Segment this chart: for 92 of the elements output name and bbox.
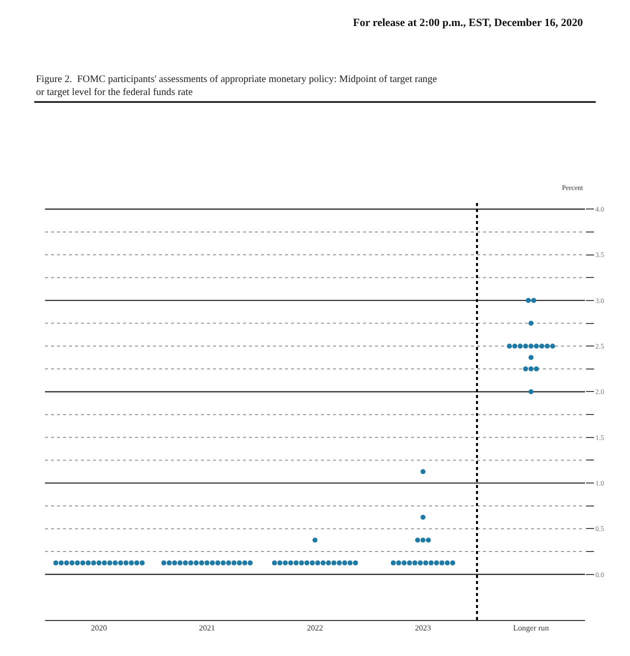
point [326,560,331,566]
point [506,344,512,349]
point [528,389,534,394]
point [215,560,220,566]
point [188,560,194,566]
point [161,560,166,566]
point [534,344,539,349]
point [80,560,86,566]
point [439,560,444,566]
point [396,560,402,566]
point [248,560,253,566]
text: For release at 2:00 p.m., EST, December 16, 2020 [353,17,584,29]
point [390,560,396,566]
point [172,560,178,566]
point [426,538,431,543]
point [242,560,248,566]
point [226,560,232,566]
point [544,344,550,349]
x-tick-label: 2022 [307,624,323,633]
point [420,469,426,474]
x-tick-label: 2020 [91,624,107,633]
point [412,560,418,566]
point [531,298,536,303]
point [423,560,428,566]
point [320,560,326,566]
point [182,560,188,566]
point [342,560,348,566]
point [178,560,182,566]
point [107,560,112,566]
point [428,560,434,566]
point [96,560,102,566]
point [315,560,320,566]
point [166,560,172,566]
point [102,560,107,566]
point [194,560,199,566]
point [220,560,226,566]
point [528,355,534,360]
point [528,344,534,349]
point [53,560,58,566]
point [310,560,315,566]
point [523,366,528,372]
point [277,560,282,566]
point [74,560,80,566]
point [336,560,342,566]
point [86,560,91,566]
point [418,560,423,566]
point [272,560,277,566]
point [124,560,128,566]
point [539,344,544,349]
point [128,560,134,566]
point [70,560,74,566]
point [512,344,518,349]
x-tick-label: 2023 [415,624,431,633]
point [420,514,426,520]
x-tick-label: 2021 [199,624,215,633]
point [415,538,420,543]
point [534,366,539,372]
point [91,560,96,566]
point [134,560,140,566]
point [407,560,412,566]
chart-title: Figure 2. FOMC participants' assessments of appropriate monetary policy: Midpoint of target range or target level for the federal funds rate [36,74,438,98]
x-tick-label: Longer run [513,624,549,633]
point [299,560,304,566]
point [450,560,456,566]
point [312,538,318,543]
point [288,560,294,566]
point [518,344,523,349]
point [348,560,353,566]
point [112,560,118,566]
point [140,560,145,566]
point [210,560,215,566]
point [64,560,70,566]
point [204,560,210,566]
point [199,560,204,566]
point [236,560,242,566]
point [526,298,531,303]
point [434,560,439,566]
point [402,560,407,566]
point [118,560,124,566]
point [304,560,310,566]
point [294,560,299,566]
point [528,366,534,372]
point [550,344,556,349]
point [282,560,288,566]
point [353,560,358,566]
point [232,560,236,566]
point [444,560,450,566]
point [528,320,534,326]
point [523,344,528,349]
point [331,560,336,566]
point [420,538,426,543]
point [58,560,64,566]
